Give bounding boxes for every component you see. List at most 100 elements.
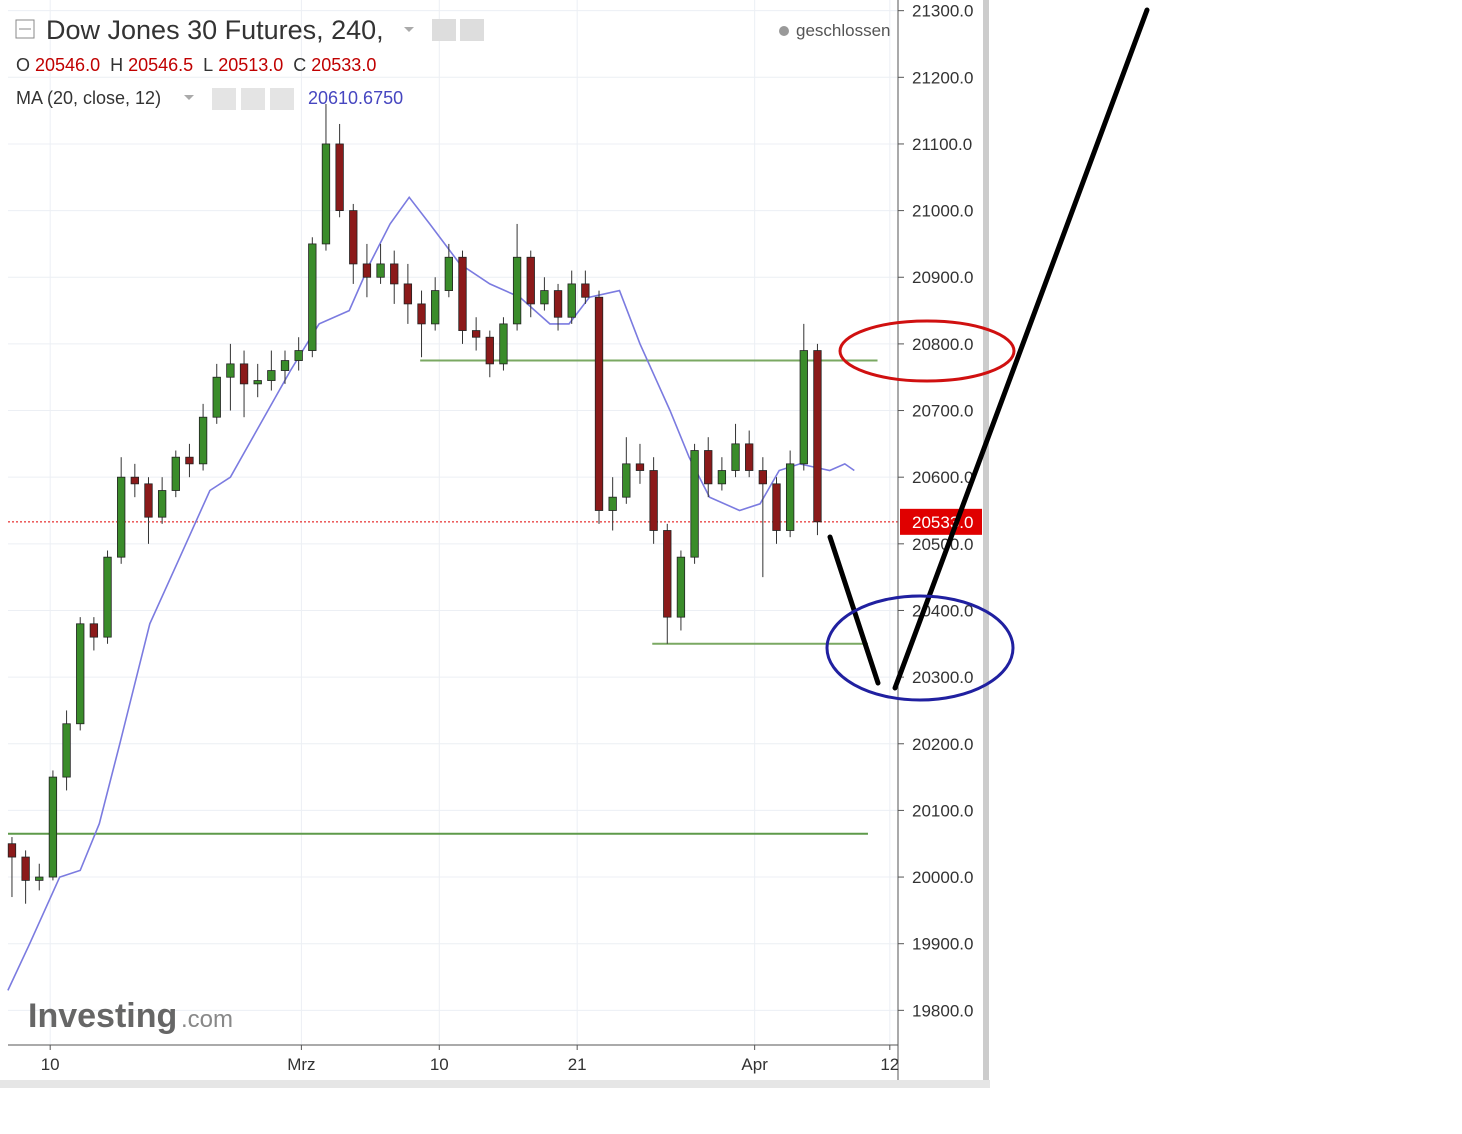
- y-tick-label: 20000.0: [912, 868, 973, 887]
- candle-body: [431, 290, 440, 325]
- y-tick-label: 20800.0: [912, 335, 973, 354]
- logo-suffix: .com: [181, 1006, 233, 1033]
- candle-body: [772, 483, 781, 531]
- candle-body: [171, 456, 180, 491]
- candle-body: [663, 530, 672, 618]
- candle-body: [362, 263, 372, 278]
- dropdown-icon[interactable]: [404, 27, 414, 32]
- candle-body: [512, 256, 522, 325]
- eye-icon[interactable]: [432, 19, 456, 41]
- candle-body: [103, 556, 112, 638]
- x-tick-label: 10: [430, 1055, 449, 1074]
- indicator-name: MA (20, close, 12): [16, 88, 162, 108]
- y-tick-label: 20500.0: [912, 535, 973, 554]
- y-tick-label: 20100.0: [912, 801, 973, 820]
- indicator-value: 20610.6750: [308, 88, 404, 108]
- candle-body: [267, 370, 276, 381]
- candle-body: [717, 470, 727, 485]
- candle-body: [485, 336, 494, 365]
- candle-body: [690, 450, 699, 558]
- ohlc-value: 20546.5: [128, 55, 194, 75]
- candle-body: [567, 283, 576, 318]
- candle-body: [471, 330, 481, 338]
- plot-area: [8, 0, 898, 1045]
- candle-body: [76, 623, 85, 725]
- last-price-box: [900, 508, 982, 535]
- candle-body: [649, 470, 658, 531]
- market-status: geschlossen: [796, 21, 891, 40]
- candle-body: [185, 456, 194, 465]
- y-tick-label: 20900.0: [912, 268, 973, 287]
- x-tick-label: Mrz: [287, 1055, 315, 1074]
- close-icon[interactable]: [270, 88, 294, 110]
- candle-body: [813, 350, 822, 523]
- ohlc-value: 20533.0: [311, 55, 377, 75]
- candle-body: [226, 363, 235, 378]
- candle-body: [622, 463, 631, 498]
- y-tick-label: 19800.0: [912, 1001, 973, 1020]
- candle-body: [676, 556, 686, 618]
- chart-title: Dow Jones 30 Futures, 240,: [46, 15, 384, 45]
- dropdown-icon[interactable]: [184, 95, 194, 100]
- candle-body: [758, 470, 767, 485]
- ohlc-label: L: [203, 55, 214, 75]
- candle-body: [144, 483, 153, 518]
- candle-body: [117, 476, 126, 558]
- ohlc-legend: O 20546.0 H 20546.5 L 20513.0 C 20533.0: [16, 55, 386, 76]
- settings-icon[interactable]: [460, 19, 484, 41]
- candle-body: [444, 256, 453, 291]
- candle-body: [594, 296, 604, 511]
- candle-body: [335, 143, 344, 211]
- y-tick-label: 20300.0: [912, 668, 973, 687]
- candle-body: [731, 443, 740, 471]
- candle-body: [7, 843, 17, 858]
- candle-body: [553, 290, 563, 318]
- eye-icon[interactable]: [212, 88, 236, 110]
- ohlc-label: O: [16, 55, 31, 75]
- candle-body: [799, 350, 808, 465]
- candle-body: [294, 350, 303, 361]
- candle-body: [212, 376, 221, 418]
- y-tick-label: 21100.0: [912, 135, 972, 154]
- settings-icon[interactable]: [241, 88, 265, 110]
- y-tick-label: 21200.0: [912, 68, 973, 87]
- last-price-label: 20533.0: [912, 513, 973, 532]
- red-ellipse: [838, 319, 1016, 383]
- candle-body: [745, 443, 754, 471]
- candle-body: [35, 876, 44, 881]
- drawings: [825, 7, 1150, 702]
- candle-body: [89, 623, 99, 638]
- x-tick-label: 10: [41, 1055, 60, 1074]
- candle-body: [540, 290, 549, 305]
- ohlc-value: 20546.0: [35, 55, 101, 75]
- hand-drawn-line: [892, 7, 1150, 691]
- bottom-bar: [0, 1080, 990, 1088]
- blue-ellipse: [825, 594, 1015, 702]
- candle-body: [390, 263, 399, 285]
- x-tick-label: 12: [880, 1055, 899, 1074]
- candle-body: [308, 243, 317, 351]
- y-tick-label: 19900.0: [912, 935, 973, 954]
- candle-body: [581, 283, 590, 298]
- candle-body: [280, 360, 290, 371]
- candle-body: [62, 723, 71, 778]
- candle-body: [349, 210, 358, 265]
- y-tick-label: 21000.0: [912, 202, 973, 221]
- x-tick-label: 21: [568, 1055, 587, 1074]
- candle-body: [417, 303, 426, 325]
- y-tick-label: 20700.0: [912, 402, 973, 421]
- candle-body: [48, 776, 58, 878]
- collapse-icon[interactable]: [15, 19, 35, 39]
- ohlc-label: C: [293, 55, 307, 75]
- candle-body: [403, 283, 413, 305]
- candle-body: [376, 263, 385, 278]
- logo: Investing: [28, 997, 177, 1035]
- y-tick-label: 20600.0: [912, 468, 973, 487]
- price-axis-panel: [898, 0, 986, 1080]
- candle-body: [198, 416, 208, 465]
- candle-body: [499, 323, 508, 365]
- candle-body: [458, 256, 467, 331]
- candle-body: [704, 450, 713, 485]
- candle-body: [526, 256, 535, 305]
